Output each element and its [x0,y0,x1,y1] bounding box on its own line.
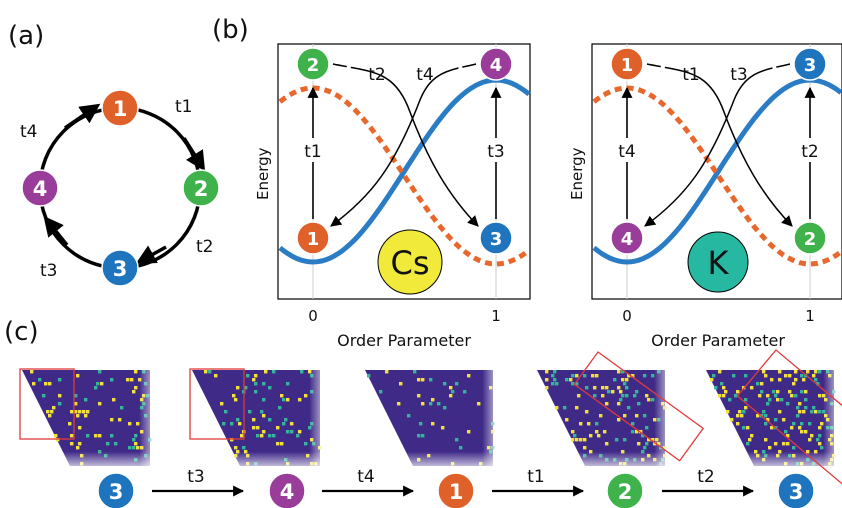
cs-xtick-1: 1 [491,307,501,325]
k-badge: K [687,231,749,293]
k-cross-arrow-a [646,63,793,227]
cycle-label-t3: t3 [40,261,57,281]
cycle-arrow-t2 [135,245,167,264]
highlight-box-5 [736,349,842,494]
k-xlabel: Order Parameter [651,331,785,350]
svg-text:4: 4 [280,480,295,504]
panel-b-label: (b) [212,15,249,45]
k-plot-frame [591,43,842,300]
svg-text:3: 3 [113,257,128,281]
cs-node-bottom-right: 3 [479,221,513,255]
cycle-node-2: 2 [182,169,220,207]
lattice-snapshot-3 [365,370,503,472]
highlight-box-2 [189,368,245,440]
svg-text:2: 2 [804,229,817,250]
highlight-box-4 [573,351,705,462]
cs-plot-frame [277,43,531,300]
cs-cross-arrow-a [332,63,479,227]
cs-cross-label-a: t2 [368,65,385,85]
svg-text:4: 4 [33,177,48,201]
highlight-box-1 [19,368,75,440]
svg-text:2: 2 [307,55,320,76]
k-xtick-0: 0 [622,307,632,325]
sequence-label-3: t1 [527,467,544,487]
lattice-snapshot-4 [537,370,675,472]
panel-b-cs-plot: Energy Order Parameter 0 1 t1 t3 t2 t4 2… [254,43,531,350]
cs-node-top-left: 2 [296,47,330,81]
k-right-arrow-label: t2 [801,142,818,162]
panel-c-sequence: 3 4 1 2 3 t3 t4 t1 t2 [97,467,815,508]
cs-ylabel: Energy [254,147,272,200]
cycle-arrow-t4 [64,103,101,130]
cycle-node-3: 3 [101,249,139,287]
cs-curve-blue [278,77,531,265]
cs-node-top-right: 4 [479,47,513,81]
svg-text:2: 2 [618,480,633,504]
cycle-label-t4: t4 [20,122,37,142]
k-ylabel: Energy [568,147,586,200]
sequence-node-4: 2 [606,472,644,508]
sequence-node-2: 4 [268,472,306,508]
sequence-label-4: t2 [697,467,714,487]
svg-text:K: K [708,244,730,282]
cycle-node-4: 4 [21,169,59,207]
svg-text:1: 1 [449,480,464,504]
svg-text:1: 1 [621,55,634,76]
sequence-label-1: t3 [187,467,204,487]
k-cross-label-b: t3 [730,65,747,85]
k-xtick-1: 1 [805,307,815,325]
panel-c-lattice-snapshots [22,370,842,472]
panel-a-label: (a) [8,21,44,51]
k-node-top-left: 1 [610,47,644,81]
svg-text:3: 3 [109,480,124,504]
cs-left-arrow-label: t1 [304,142,321,162]
cs-xtick-0: 0 [308,307,318,325]
svg-text:3: 3 [804,55,817,76]
cs-cross-label-b: t4 [416,65,433,85]
k-curve-blue [592,77,842,265]
cycle-label-t1: t1 [175,97,192,117]
k-node-top-right: 3 [793,47,827,81]
svg-text:4: 4 [490,55,503,76]
lattice-snapshot-2 [192,370,330,472]
panel-a-cycle-diagram: (a) 1 2 3 4 t1 t2 t3 t4 [8,21,220,287]
sequence-node-5: 3 [777,472,815,508]
cs-cross-arrow-b [330,63,477,227]
cs-node-bottom-left: 1 [296,221,330,255]
cs-xlabel: Order Parameter [337,331,471,350]
sequence-label-2: t4 [357,467,374,487]
cycle-arrow-t3 [43,215,69,247]
cs-badge: Cs [377,229,443,295]
sequence-node-3: 1 [437,472,475,508]
k-left-arrow-label: t4 [618,142,635,162]
k-node-bottom-left: 4 [610,221,644,255]
cs-right-arrow-label: t3 [487,142,504,162]
svg-text:3: 3 [789,480,804,504]
cs-curve-orange [278,85,531,267]
lattice-snapshot-5 [706,370,842,472]
cycle-arrow-t1 [182,137,206,172]
cycle-node-1: 1 [101,89,139,127]
panel-b-k-plot: Energy Order Parameter 0 1 t4 t2 t1 t3 1… [568,43,842,350]
svg-text:3: 3 [490,229,503,250]
svg-text:Cs: Cs [390,244,429,282]
svg-text:1: 1 [113,97,128,121]
sequence-node-1: 3 [97,472,135,508]
cycle-label-t2: t2 [196,237,213,257]
svg-text:1: 1 [307,229,320,250]
k-curve-orange [592,85,842,267]
k-cross-label-a: t1 [682,65,699,85]
lattice-snapshot-1 [22,370,160,472]
k-node-bottom-right: 2 [793,221,827,255]
svg-text:2: 2 [194,177,209,201]
svg-text:4: 4 [621,229,634,250]
panel-c-label: (c) [4,317,39,347]
k-cross-arrow-b [644,63,791,227]
